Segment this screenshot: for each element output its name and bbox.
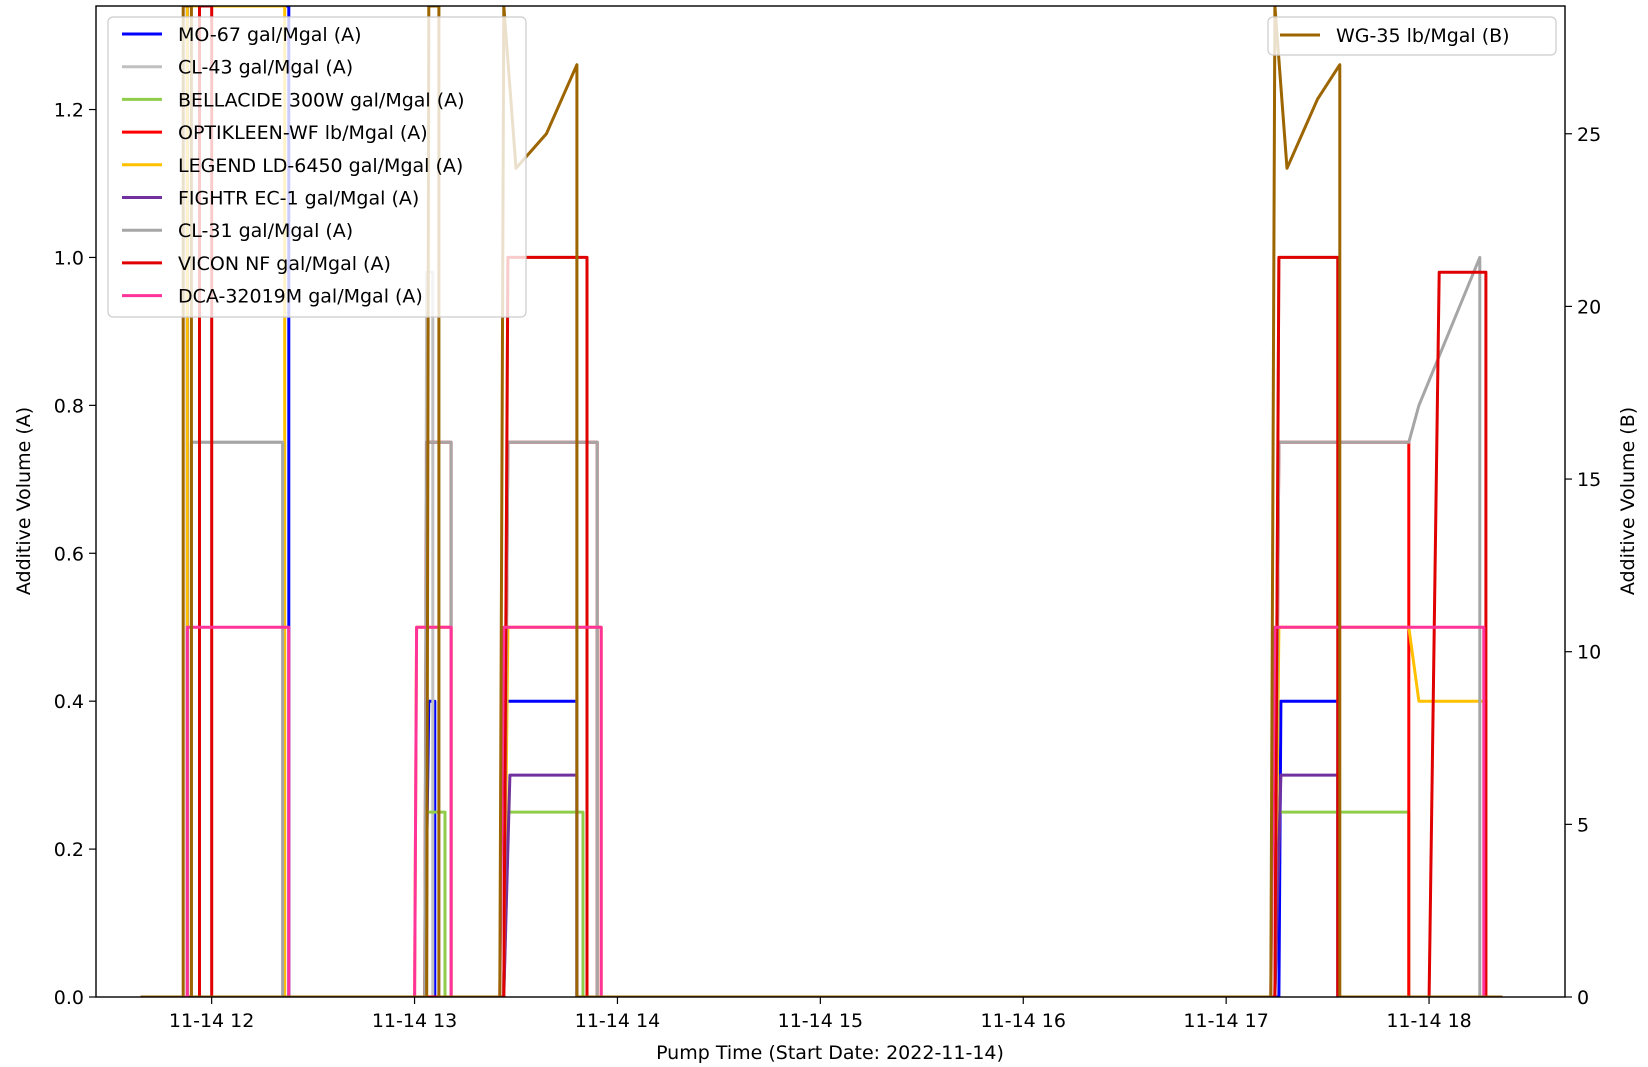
legend-left-entry: OPTIKLEEN-WF lb/Mgal (A) bbox=[178, 122, 428, 144]
legend-right-entry: WG-35 lb/Mgal (B) bbox=[1336, 25, 1510, 47]
x-tick-label: 11-14 14 bbox=[575, 1010, 660, 1032]
y-left-tick-label: 0.8 bbox=[54, 395, 84, 417]
legend-left-entry: BELLACIDE 300W gal/Mgal (A) bbox=[178, 89, 465, 111]
legend-left-entry: FIGHTR EC-1 gal/Mgal (A) bbox=[178, 188, 419, 210]
y-left-tick-label: 0.2 bbox=[54, 839, 84, 861]
legend-left-entry: MO-67 gal/Mgal (A) bbox=[178, 24, 362, 46]
y-right-tick-label: 5 bbox=[1577, 814, 1589, 836]
x-tick-label: 11-14 15 bbox=[778, 1010, 863, 1032]
x-tick-label: 11-14 17 bbox=[1183, 1010, 1268, 1032]
x-tick-label: 11-14 12 bbox=[169, 1010, 254, 1032]
legend-left-entry: CL-31 gal/Mgal (A) bbox=[178, 220, 353, 242]
legend-left-entry: CL-43 gal/Mgal (A) bbox=[178, 57, 353, 79]
y-right-tick-label: 20 bbox=[1577, 296, 1601, 318]
y-axis-right-label: Additive Volume (B) bbox=[1617, 407, 1639, 595]
y-right-tick-label: 15 bbox=[1577, 469, 1601, 491]
y-axis-left-label: Additive Volume (A) bbox=[13, 407, 35, 595]
y-right-tick-label: 0 bbox=[1577, 987, 1589, 1009]
y-left-tick-label: 1.2 bbox=[54, 100, 84, 122]
legend-right: WG-35 lb/Mgal (B) bbox=[1268, 17, 1556, 55]
legend-left: MO-67 gal/Mgal (A) CL-43 gal/Mgal (A) BELL… bbox=[108, 17, 526, 317]
x-tick-label: 11-14 18 bbox=[1386, 1010, 1471, 1032]
x-tick-label: 11-14 16 bbox=[981, 1010, 1066, 1032]
x-axis-label: Pump Time (Start Date: 2022-11-14) bbox=[656, 1042, 1004, 1064]
y-right-tick-label: 25 bbox=[1577, 124, 1601, 146]
legend-left-entry: LEGEND LD-6450 gal/Mgal (A) bbox=[178, 155, 463, 177]
y-left-tick-label: 0.4 bbox=[54, 691, 84, 713]
y-left-tick-label: 1.0 bbox=[54, 247, 84, 269]
y-left-tick-label: 0.0 bbox=[54, 987, 84, 1009]
y-right-tick-label: 10 bbox=[1577, 642, 1601, 664]
y-left-tick-label: 0.6 bbox=[54, 543, 84, 565]
legend-left-entry: DCA-32019M gal/Mgal (A) bbox=[178, 286, 423, 308]
legend-left-entry: VICON NF gal/Mgal (A) bbox=[178, 253, 391, 275]
x-tick-label: 11-14 13 bbox=[372, 1010, 457, 1032]
